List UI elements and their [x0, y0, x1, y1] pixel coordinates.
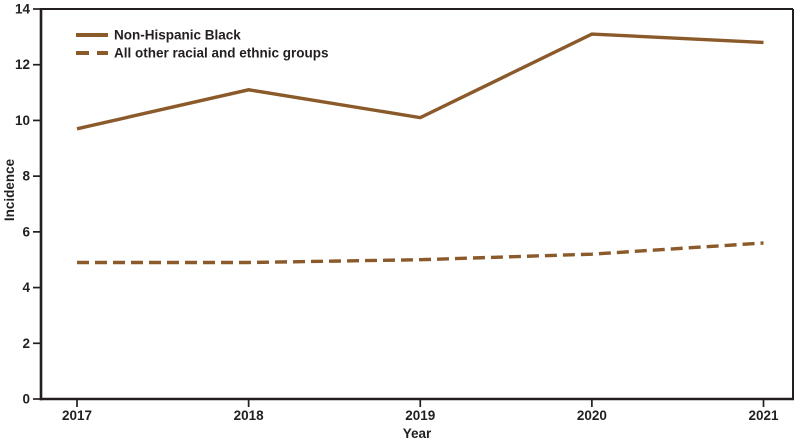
y-tick-label: 12: [15, 57, 30, 72]
y-tick-label: 10: [15, 113, 30, 128]
y-tick-label: 4: [22, 280, 30, 295]
y-tick-label: 8: [22, 169, 30, 184]
legend-label: All other racial and ethnic groups: [114, 46, 329, 61]
y-tick-label: 0: [22, 392, 30, 407]
x-tick-label: 2021: [748, 408, 779, 423]
y-tick-label: 2: [22, 336, 30, 351]
x-tick-label: 2020: [577, 408, 607, 423]
series-line-0: [76, 32, 764, 131]
x-tick-label: 2017: [62, 408, 92, 423]
y-tick-label: 6: [22, 224, 30, 239]
y-tick-label: 14: [15, 2, 31, 17]
x-tick-label: 2018: [234, 408, 265, 423]
x-axis-title: Year: [403, 426, 432, 441]
x-tick-label: 2019: [405, 408, 435, 423]
series-line-1: [77, 241, 764, 265]
legend-label: Non-Hispanic Black: [114, 28, 241, 43]
y-axis-title: Incidence: [2, 158, 17, 221]
